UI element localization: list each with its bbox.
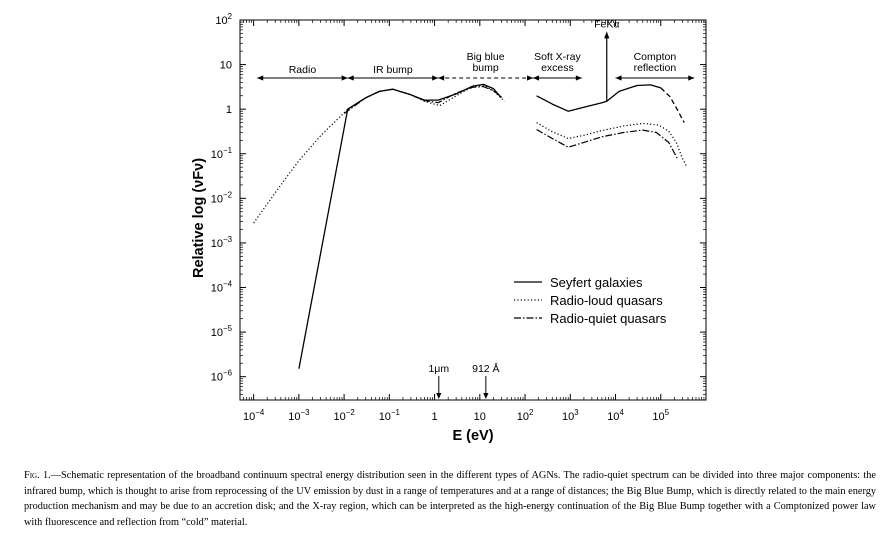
caption-text: —Schematic representation of the broadba… [24, 470, 876, 528]
annotation-912-: 912 Å [472, 362, 500, 399]
sed-chart: 10−4 10−3 10−2 10−1 1 10 102 103 104 105 102 10 1 10−… [191, 12, 707, 444]
band-label: excess [541, 62, 574, 74]
series-line [536, 122, 688, 168]
arrow-head [436, 393, 442, 399]
series-radio-quiet-quasars [343, 86, 678, 159]
y-tick-label: 10 [220, 60, 232, 72]
y-tick-label: 10−1 [211, 146, 233, 161]
annotations: FeKα 1μm 912 Å [428, 18, 619, 399]
series-line [660, 87, 685, 123]
legend-label: Seyfert galaxies [550, 275, 643, 290]
annotation-1-m: 1μm [428, 363, 449, 399]
x-tick-label: 10 [474, 411, 486, 423]
arrow-head [438, 75, 445, 81]
series-line [536, 84, 661, 112]
annotation-label: 912 Å [472, 362, 499, 375]
arrow-head [615, 75, 622, 81]
y-tick-label: 10−3 [211, 235, 233, 250]
annotation-fek-: FeKα [594, 18, 619, 102]
y-tick-label: 10−4 [211, 280, 233, 295]
caption-label: Fig. 1. [24, 470, 51, 481]
x-tick-label: 10−1 [379, 408, 401, 423]
band-label: Compton [634, 51, 677, 63]
band-label: Radio [289, 64, 317, 76]
y-tick-label: 10−6 [211, 369, 233, 384]
x-tick-label: 102 [517, 408, 534, 423]
annotation-label: 1μm [428, 363, 449, 375]
arrow-head [604, 31, 610, 39]
band-label: IR bump [373, 64, 413, 76]
arrow-head [527, 75, 534, 81]
arrow-head [575, 75, 582, 81]
band-label: reflection [634, 62, 677, 74]
x-tick-label: 10−3 [288, 408, 310, 423]
legend-label: Radio-loud quasars [550, 293, 663, 308]
series-seyfert-galaxies [298, 83, 685, 369]
y-tick-label: 1 [226, 104, 232, 116]
x-tick-label: 105 [652, 408, 669, 423]
x-tick-label: 103 [562, 408, 579, 423]
band-label: bump [472, 62, 498, 74]
y-axis-label: Relative log (νFν) [191, 158, 207, 278]
arrow-head [688, 75, 695, 81]
y-tick-label: 102 [215, 12, 232, 27]
y-tick-label: 10−2 [211, 190, 232, 205]
x-tick-label: 10−4 [243, 408, 265, 423]
plot-frame [239, 19, 707, 401]
x-tick-label: 1 [432, 411, 438, 423]
band-ir-bump: IR bump [347, 64, 439, 81]
y-tick-label: 10−5 [211, 324, 233, 339]
arrow-head [257, 75, 264, 81]
x-tick-label: 104 [607, 408, 624, 423]
arrow-head [432, 75, 439, 81]
series-radio-loud-quasars [253, 84, 688, 224]
figure-caption: Fig. 1.—Schematic representation of the … [24, 468, 876, 530]
series-line [253, 84, 505, 224]
data-series [253, 83, 688, 369]
legend-label: Radio-quiet quasars [550, 311, 667, 326]
legend: Seyfert galaxies Radio-loud quasars Radio-… [514, 275, 667, 326]
axes: 10−4 10−3 10−2 10−1 1 10 102 103 104 105 102 10 1 10−… [211, 12, 707, 423]
series-line [343, 86, 502, 114]
series-line [298, 83, 502, 369]
band-radio: Radio [257, 64, 348, 81]
arrow-head [341, 75, 348, 81]
annotation-label: FeKα [594, 18, 619, 30]
band-label: Soft X-ray [534, 51, 581, 63]
arrow-head [533, 75, 540, 81]
arrow-head [483, 393, 489, 399]
x-tick-label: 10−2 [333, 408, 354, 423]
band-label: Big blue [467, 51, 505, 63]
x-axis-label: E (eV) [452, 428, 493, 444]
arrow-head [347, 75, 354, 81]
series-line [536, 128, 678, 159]
